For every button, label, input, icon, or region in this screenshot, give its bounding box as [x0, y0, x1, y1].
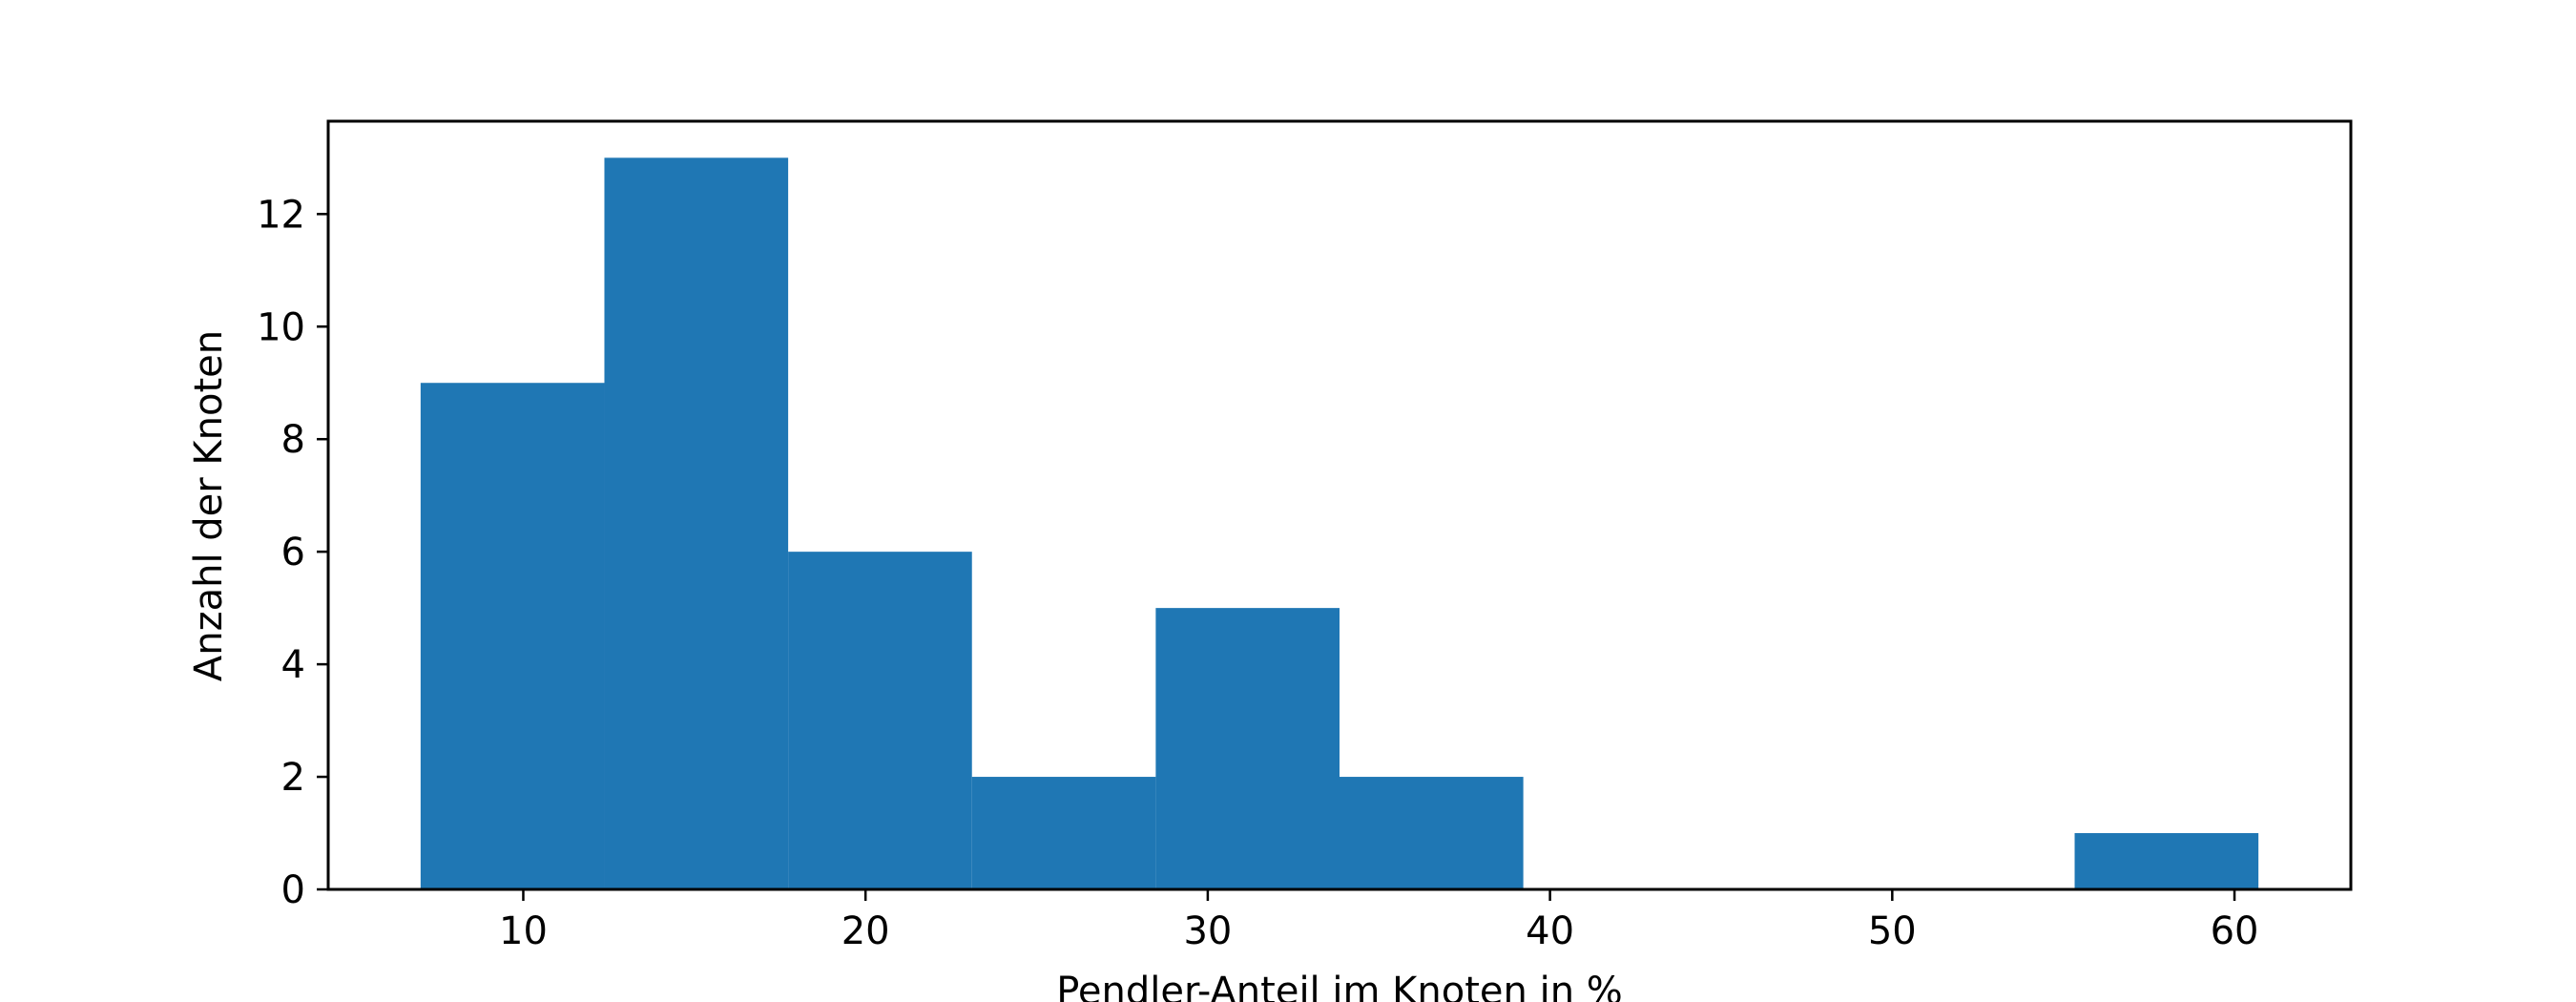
histogram-bar	[1340, 777, 1524, 889]
histogram-bar	[420, 383, 605, 889]
y-tick-label: 8	[281, 418, 305, 462]
y-tick-label: 0	[281, 868, 305, 912]
x-tick-label: 50	[1868, 909, 1917, 953]
histogram-bars	[420, 157, 2259, 890]
x-axis-ticks: 10 20 30 40 50 60	[499, 889, 2258, 953]
histogram-bar	[1155, 608, 1340, 889]
y-axis-label: Anzahl der Knoten	[187, 330, 231, 681]
x-axis-label: Pendler-Anteil im Knoten in %	[1056, 970, 1623, 1002]
y-axis-ticks: 0 2 4 6 8 10 12	[257, 193, 328, 912]
histogram-bar	[971, 777, 1156, 889]
y-tick-label: 10	[257, 305, 305, 349]
histogram-bar	[604, 157, 789, 890]
x-tick-label: 40	[1526, 909, 1574, 953]
y-tick-label: 4	[281, 643, 305, 687]
y-tick-label: 2	[281, 756, 305, 800]
x-tick-label: 10	[499, 909, 548, 953]
plot-area-frame	[326, 119, 2353, 891]
x-tick-label: 20	[841, 909, 890, 953]
x-tick-label: 60	[2211, 909, 2259, 953]
y-tick-label: 6	[281, 531, 305, 574]
histogram-bar	[788, 552, 972, 889]
histogram-bar	[2074, 833, 2259, 889]
y-tick-label: 12	[257, 193, 305, 237]
x-tick-label: 30	[1183, 909, 1232, 953]
